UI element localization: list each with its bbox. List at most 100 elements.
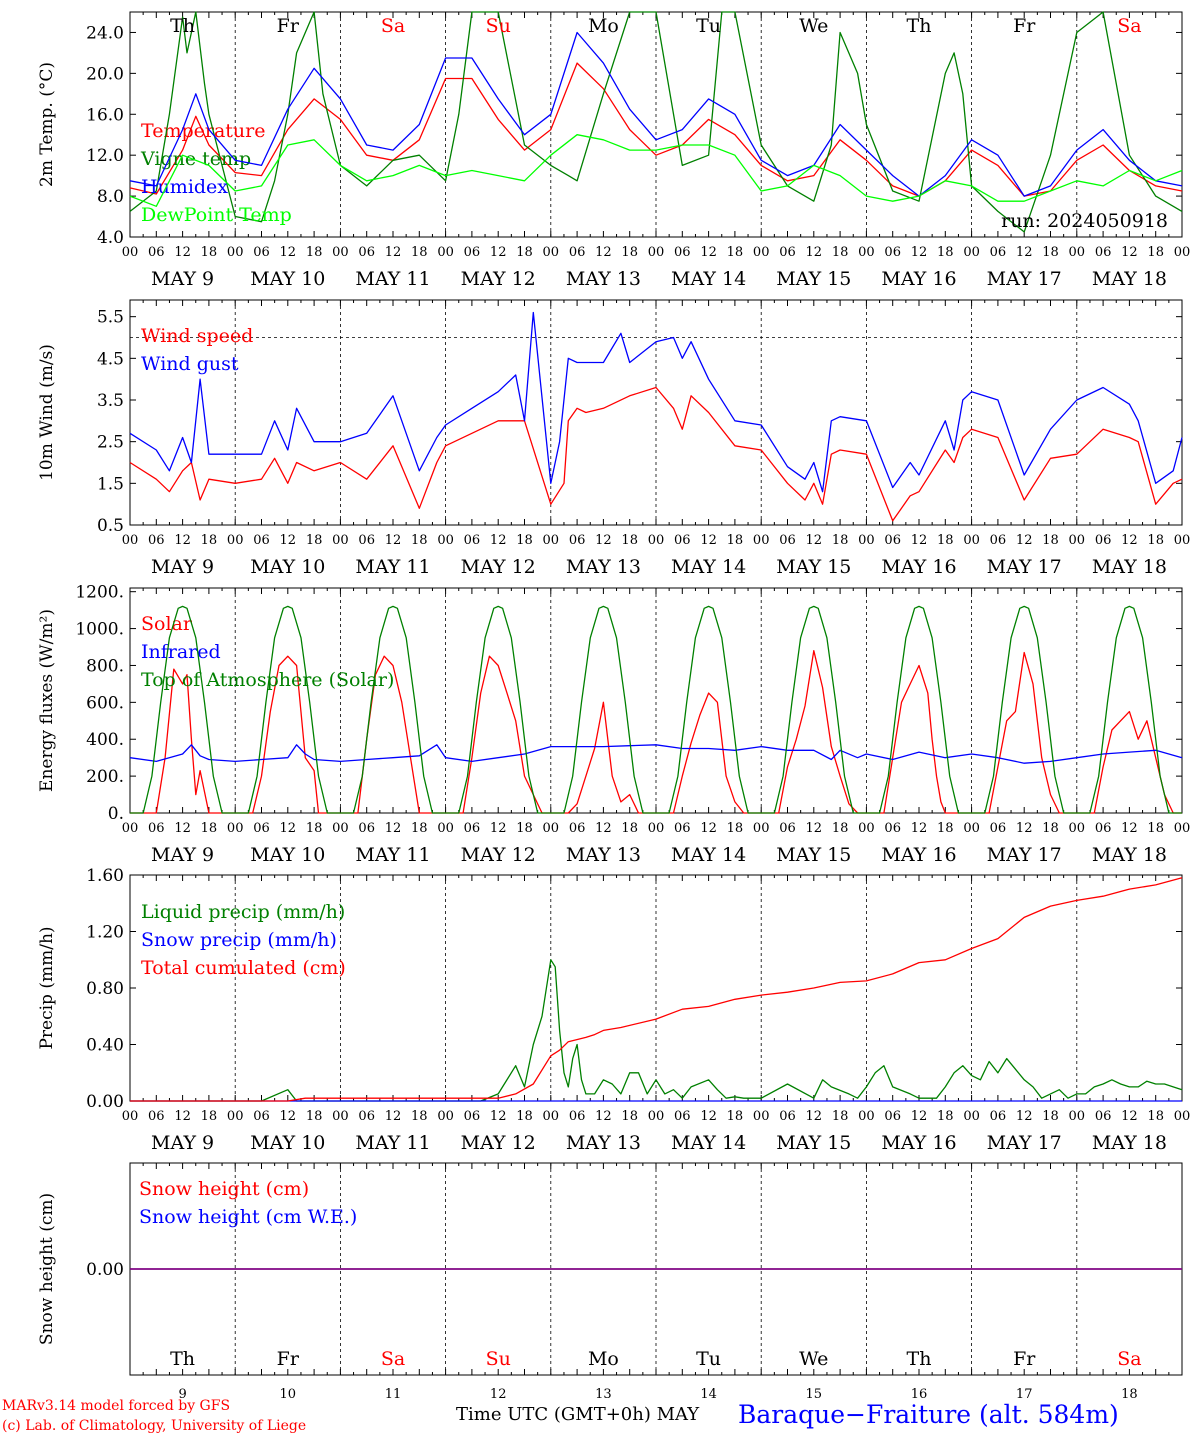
hour-tick-label: 06 <box>358 1109 375 1124</box>
hour-tick-label: 18 <box>201 533 218 548</box>
hour-tick-label: 06 <box>779 533 796 548</box>
y-axis-label: Snow height (cm) <box>37 1193 57 1345</box>
hour-tick-label: 12 <box>174 821 191 836</box>
hour-tick-label: 06 <box>358 821 375 836</box>
hour-tick-label: 06 <box>884 245 901 260</box>
hour-tick-label: 12 <box>911 821 928 836</box>
hour-tick-label: 18 <box>411 245 428 260</box>
weekday-label-top: Th <box>907 15 932 37</box>
hour-tick-label: 12 <box>174 533 191 548</box>
hour-tick-label: 12 <box>1016 245 1033 260</box>
day-number-label: 10 <box>280 1387 297 1402</box>
hour-tick-label: 18 <box>727 1109 744 1124</box>
hour-tick-label: 18 <box>832 533 849 548</box>
weekday-label-bottom: Sa <box>1117 1348 1141 1370</box>
hour-tick-label: 06 <box>569 245 586 260</box>
hour-tick-label: 00 <box>1069 821 1086 836</box>
hour-tick-label: 12 <box>490 245 507 260</box>
hour-tick-label: 06 <box>674 245 691 260</box>
hour-tick-label: 00 <box>858 1109 875 1124</box>
hour-tick-label: 12 <box>1121 1109 1138 1124</box>
hour-tick-label: 18 <box>411 1109 428 1124</box>
hour-tick-label: 12 <box>385 1109 402 1124</box>
y-tick-label: 600. <box>86 693 124 713</box>
hour-tick-label: 06 <box>990 821 1007 836</box>
hour-tick-label: 00 <box>332 821 349 836</box>
hour-tick-label: 12 <box>700 821 717 836</box>
panel-2-frame <box>129 299 1183 526</box>
day-label: MAY 18 <box>1092 844 1167 866</box>
day-label: MAY 10 <box>250 844 325 866</box>
y-axis-label: 2m Temp. (°C) <box>37 62 57 187</box>
day-label: MAY 18 <box>1092 268 1167 290</box>
day-label: MAY 16 <box>881 1132 956 1154</box>
footer-lab: (c) Lab. of Climatology, University of L… <box>2 1418 307 1434</box>
weekday-label-top: Su <box>486 15 511 37</box>
day-number-label: 9 <box>178 1387 186 1402</box>
hour-tick-label: 00 <box>1069 245 1086 260</box>
day-label: MAY 13 <box>566 556 641 578</box>
day-label: MAY 9 <box>151 844 214 866</box>
hour-tick-label: 06 <box>253 1109 270 1124</box>
hour-tick-label: 06 <box>253 821 270 836</box>
hour-tick-label: 12 <box>595 1109 612 1124</box>
day-label: MAY 14 <box>671 1132 746 1154</box>
series-line-humidex <box>129 31 1183 197</box>
hour-tick-label: 00 <box>1174 245 1191 260</box>
hour-tick-label: 12 <box>490 533 507 548</box>
legend-entry: Total cumulated (cm) <box>141 957 346 979</box>
hour-tick-label: 00 <box>227 533 244 548</box>
hour-tick-label: 18 <box>411 533 428 548</box>
hour-tick-label: 18 <box>306 1109 323 1124</box>
hour-tick-label: 18 <box>1042 1109 1059 1124</box>
weekday-label-top: Fr <box>277 15 300 37</box>
hour-tick-label: 00 <box>122 533 139 548</box>
day-label: MAY 12 <box>461 844 536 866</box>
hour-tick-label: 18 <box>832 1109 849 1124</box>
day-label: MAY 17 <box>987 556 1062 578</box>
series-line-total-cumulated-cm- <box>130 877 1183 1102</box>
series-line-top-of-atmosphere-solar- <box>130 605 1182 814</box>
hour-tick-label: 18 <box>1147 821 1164 836</box>
y-axis-label: 10m Wind (m/s) <box>37 344 57 481</box>
weekday-label-bottom: Th <box>170 1348 195 1370</box>
day-label: MAY 14 <box>671 268 746 290</box>
hour-tick-label: 12 <box>490 1109 507 1124</box>
hour-tick-label: 06 <box>990 1109 1007 1124</box>
weekday-label-bottom: Sa <box>381 1348 405 1370</box>
hour-tick-label: 06 <box>990 533 1007 548</box>
hour-tick-label: 18 <box>937 245 954 260</box>
legend-entry: Infrared <box>141 641 221 663</box>
hour-tick-label: 00 <box>543 821 560 836</box>
weekday-label-top: Fr <box>1013 15 1036 37</box>
hour-tick-label: 06 <box>358 533 375 548</box>
day-number-label: 12 <box>490 1387 507 1402</box>
hour-tick-label: 00 <box>648 1109 665 1124</box>
hour-tick-label: 12 <box>385 533 402 548</box>
hour-tick-label: 12 <box>700 1109 717 1124</box>
hour-tick-label: 12 <box>806 533 823 548</box>
hour-tick-label: 00 <box>543 245 560 260</box>
day-number-label: 15 <box>806 1387 823 1402</box>
hour-tick-label: 06 <box>990 245 1007 260</box>
hour-tick-label: 18 <box>937 821 954 836</box>
hour-tick-label: 12 <box>1121 821 1138 836</box>
hour-tick-label: 18 <box>1147 533 1164 548</box>
day-number-label: 11 <box>385 1387 402 1402</box>
hour-tick-label: 06 <box>1095 1109 1112 1124</box>
hour-tick-label: 18 <box>306 821 323 836</box>
y-tick-label: 5.5 <box>97 308 124 328</box>
legend-entry: DewPoint Temp <box>141 204 292 226</box>
hour-tick-label: 00 <box>648 821 665 836</box>
hour-tick-label: 12 <box>385 245 402 260</box>
y-tick-label: 1.5 <box>97 474 124 494</box>
hour-tick-label: 18 <box>727 821 744 836</box>
hour-tick-label: 18 <box>727 533 744 548</box>
y-tick-label: 1.20 <box>86 923 124 943</box>
day-label: MAY 10 <box>250 556 325 578</box>
hour-tick-label: 00 <box>437 1109 454 1124</box>
hour-tick-label: 18 <box>832 821 849 836</box>
hour-tick-label: 18 <box>621 821 638 836</box>
day-label: MAY 15 <box>776 268 851 290</box>
day-label: MAY 11 <box>355 1132 430 1154</box>
